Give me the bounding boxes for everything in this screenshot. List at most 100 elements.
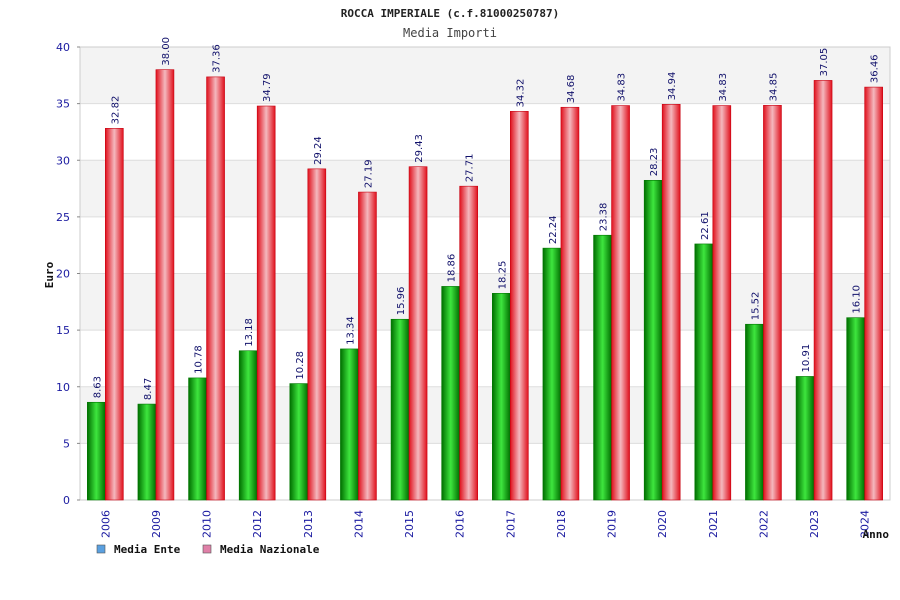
bar-media-ente-2021 — [694, 243, 714, 501]
data-label-media-nazionale-2019: 34.83 — [617, 73, 628, 102]
data-label-media-ente-2018: 22.24 — [548, 215, 559, 244]
data-label-media-nazionale-2017: 34.32 — [515, 79, 526, 108]
x-axis-label: Anno — [863, 528, 890, 541]
y-tick-label: 10 — [56, 381, 70, 394]
data-label-media-nazionale-2022: 34.85 — [768, 73, 779, 102]
bar-media-ente-2014 — [340, 348, 359, 501]
legend-label-media-ente: Media Ente — [114, 543, 181, 556]
bar-media-ente-2018 — [542, 247, 562, 501]
data-label-media-nazionale-2015: 29.43 — [414, 134, 425, 163]
data-label-media-nazionale-2020: 34.94 — [667, 72, 678, 101]
bar-media-nazionale-2020 — [661, 104, 681, 501]
data-label-media-nazionale-2023: 37.05 — [819, 48, 830, 77]
data-label-media-nazionale-2016: 27.71 — [465, 154, 476, 183]
bar-media-nazionale-2015 — [408, 166, 428, 501]
y-tick-label: 5 — [63, 437, 70, 450]
bar-media-nazionale-2022 — [763, 105, 782, 501]
bar-media-nazionale-2021 — [712, 105, 732, 501]
chart-subtitle: Media Importi — [403, 26, 497, 40]
bar-media-ente-2015 — [390, 318, 410, 501]
bar-media-nazionale-2017 — [510, 111, 529, 501]
data-label-media-nazionale-2010: 37.36 — [212, 44, 223, 73]
data-label-media-ente-2021: 22.61 — [700, 211, 711, 240]
bar-media-ente-2012 — [238, 350, 258, 501]
data-label-media-nazionale-2009: 38.00 — [161, 37, 172, 66]
x-tick-label-2019: 2019 — [606, 510, 619, 538]
data-label-media-ente-2020: 28.23 — [649, 148, 660, 177]
data-label-media-ente-2006: 8.63 — [92, 376, 103, 398]
data-label-media-ente-2013: 10.28 — [295, 351, 306, 380]
legend-swatch-media-nazionale — [202, 544, 212, 554]
x-tick-label-2017: 2017 — [504, 510, 517, 538]
bar-media-nazionale-2016 — [459, 185, 478, 501]
bar-media-nazionale-2019 — [611, 105, 630, 501]
chart-title: ROCCA IMPERIALE (c.f.81000250787) — [341, 7, 560, 20]
data-label-media-nazionale-2021: 34.83 — [718, 73, 729, 102]
x-tick-label-2015: 2015 — [403, 510, 416, 538]
x-tick-label-2020: 2020 — [656, 510, 669, 538]
bar-media-ente-2022 — [745, 323, 764, 501]
data-label-media-nazionale-2006: 32.82 — [110, 96, 121, 125]
data-label-media-ente-2023: 10.91 — [801, 344, 812, 373]
bar-media-ente-2009 — [137, 403, 157, 501]
data-label-media-ente-2014: 13.34 — [345, 316, 356, 345]
x-tick-label-2016: 2016 — [454, 510, 467, 538]
bar-media-ente-2024 — [846, 317, 865, 501]
bar-media-nazionale-2024 — [864, 86, 883, 501]
data-label-media-nazionale-2014: 27.19 — [363, 159, 374, 188]
data-label-media-ente-2010: 10.78 — [194, 345, 205, 374]
y-tick-label: 40 — [56, 41, 70, 54]
x-tick-label-2012: 2012 — [251, 510, 264, 538]
x-tick-label-2013: 2013 — [302, 510, 315, 538]
data-label-media-ente-2022: 15.52 — [750, 292, 761, 321]
legend-label-media-nazionale: Media Nazionale — [220, 543, 320, 556]
x-tick-label-2024: 2024 — [859, 510, 872, 538]
data-label-media-nazionale-2024: 36.46 — [870, 54, 881, 83]
data-label-media-ente-2024: 16.10 — [852, 285, 863, 314]
x-tick-label-2021: 2021 — [707, 510, 720, 538]
bar-media-nazionale-2006 — [105, 128, 124, 501]
bar-media-ente-2010 — [188, 377, 207, 501]
bar-media-nazionale-2023 — [813, 80, 833, 501]
y-tick-label: 20 — [56, 268, 70, 281]
bar-media-nazionale-2013 — [307, 168, 327, 501]
x-tick-label-2023: 2023 — [808, 510, 821, 538]
y-tick-label: 30 — [56, 154, 70, 167]
y-tick-label: 35 — [56, 98, 70, 111]
data-label-media-nazionale-2013: 29.24 — [313, 136, 324, 165]
data-label-media-ente-2009: 8.47 — [143, 378, 154, 400]
bar-media-nazionale-2014 — [358, 191, 377, 501]
y-tick-label: 15 — [56, 324, 70, 337]
bars: 8.63 32.82 8.47 38.00 10.78 37.36 13.18 34.79 10… — [87, 37, 883, 501]
y-tick-label: 0 — [63, 494, 70, 507]
bar-media-nazionale-2012 — [256, 105, 276, 501]
bar-media-ente-2023 — [795, 376, 815, 501]
x-tick-label-2018: 2018 — [555, 510, 568, 538]
legend-swatch-media-ente — [96, 544, 106, 554]
bar-media-ente-2016 — [441, 286, 460, 501]
y-axis-label: Euro — [43, 261, 56, 288]
x-axis: 2006 2009 2010 2012 2013 2014 2015 2016 2017 2018… — [99, 510, 871, 538]
bar-media-nazionale-2009 — [155, 69, 175, 501]
x-tick-label-2006: 2006 — [99, 510, 112, 538]
bar-media-ente-2017 — [492, 293, 511, 501]
bar-media-ente-2020 — [643, 179, 663, 501]
bar-media-nazionale-2010 — [206, 76, 225, 501]
y-tick-label: 25 — [56, 211, 70, 224]
data-label-media-ente-2015: 15.96 — [396, 287, 407, 316]
data-label-media-ente-2012: 13.18 — [244, 318, 255, 347]
y-axis: 0 5 10 15 20 25 30 35 40 — [56, 41, 80, 507]
bar-media-nazionale-2018 — [560, 106, 580, 501]
data-label-media-ente-2017: 18.25 — [497, 261, 508, 290]
x-tick-label-2009: 2009 — [150, 510, 163, 538]
bar-media-ente-2019 — [593, 234, 612, 501]
legend: Media Ente Media Nazionale — [96, 543, 320, 556]
bar-media-ente-2013 — [289, 383, 309, 501]
data-label-media-nazionale-2018: 34.68 — [566, 75, 577, 104]
bar-media-ente-2006 — [87, 401, 106, 501]
x-tick-label-2010: 2010 — [201, 510, 214, 538]
x-tick-label-2022: 2022 — [757, 510, 770, 538]
data-label-media-ente-2016: 18.86 — [447, 254, 458, 283]
data-label-media-nazionale-2012: 34.79 — [262, 73, 273, 102]
